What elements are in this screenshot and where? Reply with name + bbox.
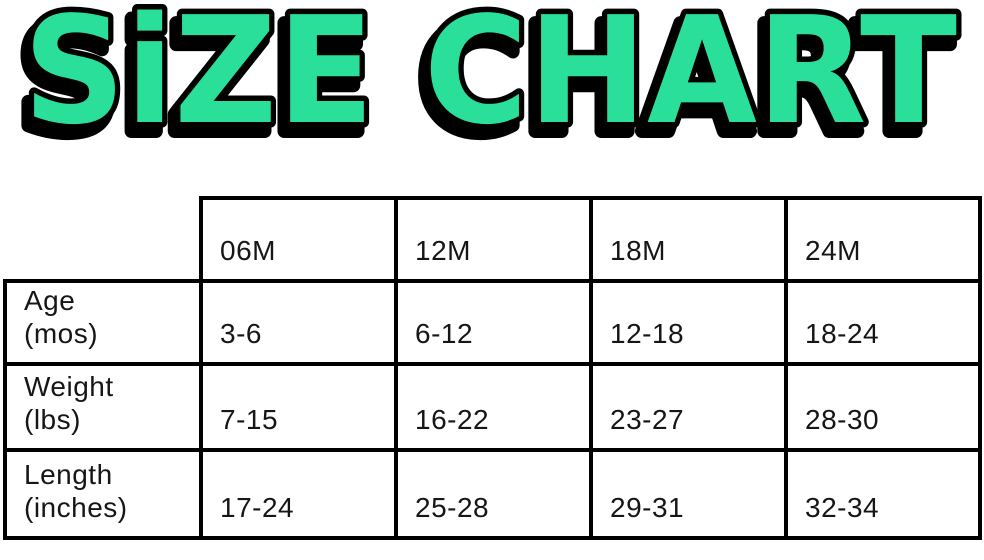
- column-header-18m: 18M: [589, 196, 788, 283]
- table-cell: 18-24: [784, 279, 982, 366]
- row-label-age: Age (mos): [3, 279, 203, 366]
- row-label-length: Length (inches): [3, 448, 203, 540]
- column-header-12m: 12M: [394, 196, 593, 283]
- table-row-length: Length (inches) 17-24 25-28 29-31 32-34: [3, 448, 982, 540]
- column-header-24m: 24M: [784, 196, 982, 283]
- table-cell: 16-22: [394, 362, 593, 452]
- size-chart-table: 06M 12M 18M 24M Age (mos) 3-6 6-12 12-18…: [3, 196, 982, 540]
- table-cell: 12-18: [589, 279, 788, 366]
- title-text: SiZE CHART: [23, 0, 957, 157]
- corner-empty-cell: [5, 198, 201, 281]
- row-label-weight: Weight (lbs): [3, 362, 203, 452]
- row-label-length-line1: Length: [24, 458, 113, 490]
- table-cell: 3-6: [199, 279, 398, 366]
- table-row-weight: Weight (lbs) 7-15 16-22 23-27 28-30: [3, 362, 982, 452]
- table-cell: 6-12: [394, 279, 593, 366]
- table-cell: 29-31: [589, 448, 788, 540]
- table-cell: 32-34: [784, 448, 982, 540]
- table-cell: 7-15: [199, 362, 398, 452]
- row-label-weight-line2: (lbs): [24, 403, 81, 435]
- row-label-age-line2: (mos): [24, 317, 99, 349]
- table-cell: 17-24: [199, 448, 398, 540]
- row-label-length-line2: (inches): [24, 491, 128, 523]
- row-label-age-line1: Age: [24, 284, 76, 316]
- table-cell: 23-27: [589, 362, 788, 452]
- table-cell: 25-28: [394, 448, 593, 540]
- table-row-age: Age (mos) 3-6 6-12 12-18 18-24: [3, 279, 982, 366]
- size-chart-title: SiZE CHART SiZE CHART: [10, 0, 963, 162]
- column-header-06m: 06M: [199, 196, 398, 283]
- row-label-weight-line1: Weight: [24, 370, 114, 402]
- header-row: 06M 12M 18M 24M: [5, 196, 982, 283]
- title-shadow-text: SiZE CHART: [17, 0, 951, 162]
- table-cell: 28-30: [784, 362, 982, 452]
